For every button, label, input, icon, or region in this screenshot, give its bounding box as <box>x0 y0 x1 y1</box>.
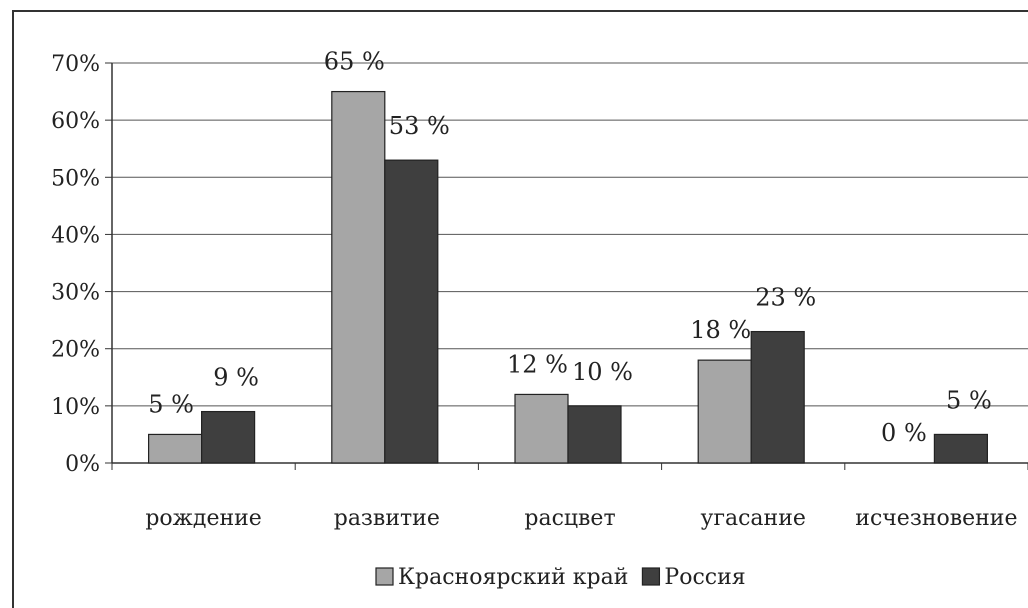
y-tick-label: 0% <box>65 452 100 477</box>
legend-label: Красноярский край <box>398 565 628 590</box>
axis-layer: 0% 10% 20% 30% 40% 50% 60% 70% <box>51 52 1028 477</box>
bar-layer <box>148 90 989 464</box>
data-label: 23 % <box>755 284 816 312</box>
data-label: 65 % <box>324 48 385 76</box>
bar-russia <box>201 410 256 464</box>
data-label: 5 % <box>148 390 194 418</box>
y-tick-label: 20% <box>51 338 100 363</box>
bar-krasnoyarsk <box>514 393 569 464</box>
legend-label: Россия <box>664 565 745 590</box>
y-tick-label: 70% <box>51 52 100 77</box>
bar-krasnoyarsk <box>331 90 386 464</box>
data-label: 0 % <box>881 419 927 447</box>
data-label: 12 % <box>507 350 568 378</box>
bar-russia <box>933 433 989 464</box>
bar-krasnoyarsk <box>148 433 203 464</box>
data-label: 18 % <box>690 316 751 344</box>
y-tick-label: 30% <box>51 281 100 306</box>
data-label: 53 % <box>389 112 450 140</box>
legend-swatch <box>641 567 661 586</box>
data-label: 5 % <box>946 386 992 414</box>
category-label: расцвет <box>524 506 615 531</box>
category-label: угасание <box>701 506 806 531</box>
legend-swatch <box>375 567 394 586</box>
bar-krasnoyarsk <box>697 359 752 464</box>
bar-russia <box>750 330 805 464</box>
y-tick-label: 60% <box>51 109 100 134</box>
label-layer: 5 % 9 % рождение 65 % 53 % развитие 12 % 10 % ра… <box>145 48 1017 531</box>
legend: Красноярский край Россия <box>375 565 746 590</box>
data-label: 10 % <box>572 358 633 386</box>
y-tick-label: 50% <box>51 166 100 191</box>
y-tick-label: 40% <box>51 223 100 248</box>
grid-layer <box>112 62 1028 407</box>
category-label: исчезновение <box>855 506 1017 531</box>
data-label: 9 % <box>213 364 259 392</box>
chart-frame <box>12 10 1028 608</box>
y-tick-label: 10% <box>51 395 100 420</box>
bar-russia <box>384 159 439 464</box>
category-label: рождение <box>145 506 261 531</box>
category-label: развитие <box>334 506 440 531</box>
bar-russia <box>567 405 622 464</box>
